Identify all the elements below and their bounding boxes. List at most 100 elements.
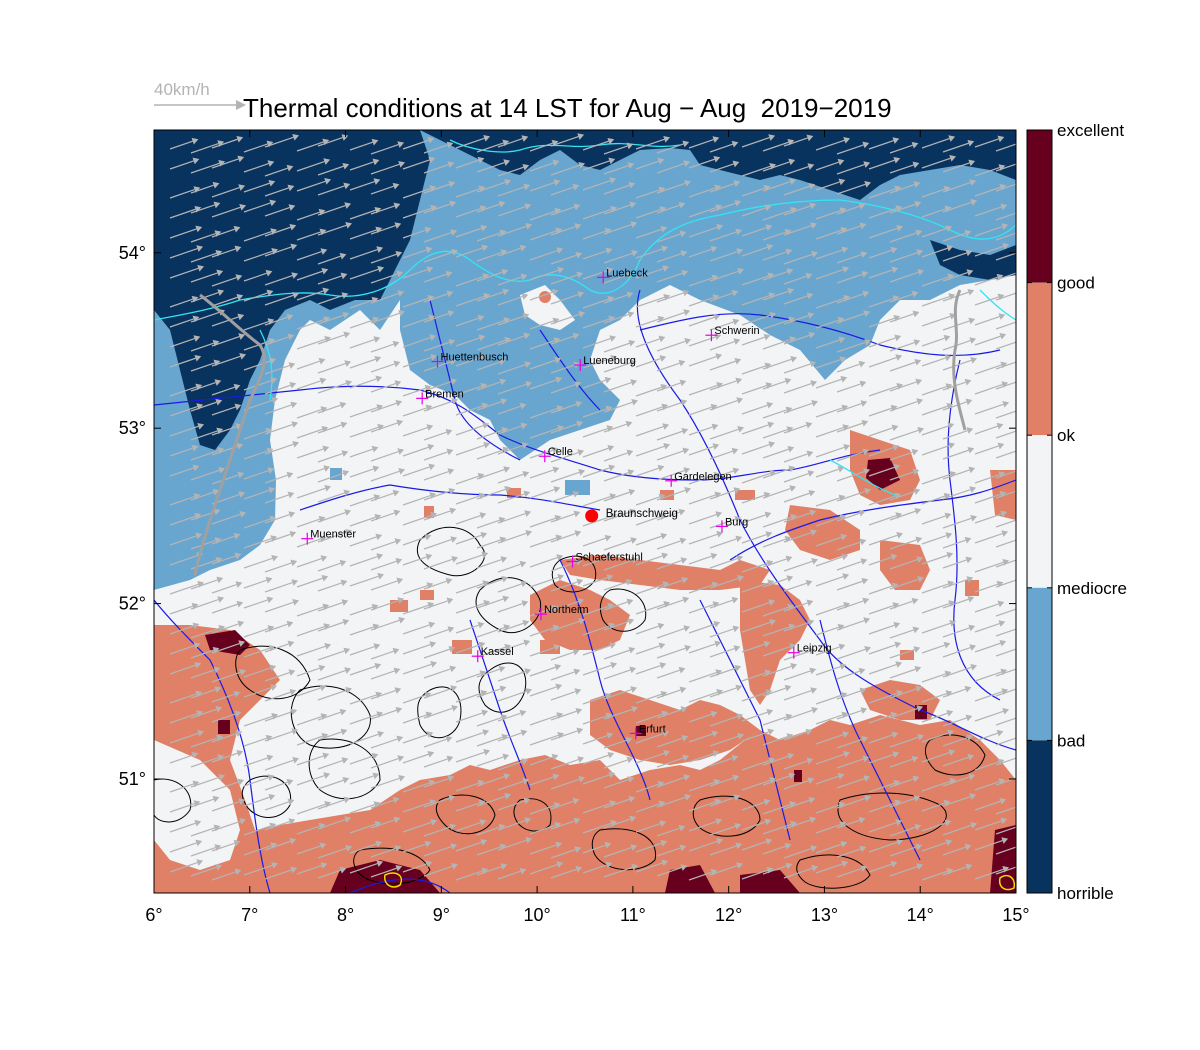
city-marker[interactable]: Burg [715,516,748,533]
wind-arrow-shaft [296,865,322,875]
wind-arrow-shaft [349,733,379,745]
wind-arrow-head [576,420,584,428]
city-marker[interactable]: Bremen [416,388,464,405]
wind-arrow-head [425,553,433,561]
wind-arrow-shaft [815,181,840,191]
wind-arrow-shaft [169,267,199,279]
y-tick-label: 54° [119,243,146,263]
wind-arrow-head [731,289,739,297]
wind-arrow-head [629,201,637,209]
highlight-site[interactable]: Braunschweig [585,508,678,523]
wind-arrow-shaft [783,690,812,701]
city-marker[interactable]: Muenster [301,529,356,545]
wind-arrow-head [394,687,402,694]
wind-arrow-shaft [741,444,770,455]
wind-arrow-shaft [264,336,289,346]
wind-arrow-shaft [815,446,845,458]
wind-arrow-shaft [974,710,1004,722]
wind-arrow-shaft [476,717,502,727]
city-marker[interactable]: Schwerin [705,325,760,342]
wind-arrow-head [610,661,618,669]
wind-arrow-shaft [656,489,686,501]
wind-arrow-shaft [741,801,765,811]
wind-arrow-head [237,620,245,628]
wind-arrow-shaft [423,490,450,501]
city-marker[interactable]: Celle [538,446,573,463]
wind-arrow-shaft [582,515,612,527]
city-marker[interactable]: Gardelegen [665,471,732,487]
wind-arrow-shaft [762,538,786,548]
wind-arrow-shaft [243,231,272,242]
wind-arrow-shaft [423,164,449,174]
wind-arrow-shaft [921,247,948,258]
wind-arrow-head [343,182,351,190]
good-region-east [880,540,930,590]
wind-arrow-shaft [211,296,238,307]
wind-arrow-shaft [709,341,735,351]
wind-arrow-head [912,310,920,318]
wind-arrow-head [916,249,924,256]
wind-arrow-shaft [169,803,195,813]
wind-arrow-head [736,713,744,720]
wind-arrow-head [684,486,692,494]
wind-arrow-shaft [211,752,238,763]
wind-arrow-shaft [995,232,1016,241]
wind-arrow-shaft [243,470,269,480]
wind-arrow-head [607,137,615,145]
wind-arrow-shaft [243,557,273,569]
wind-arrow-head [520,422,528,430]
wind-arrow-head [447,626,455,633]
wind-arrow-shaft [402,802,431,813]
wind-arrow-shaft [815,604,845,616]
wind-arrow-shaft [190,579,218,590]
wind-arrow-head [394,538,402,545]
colorbar-frame [1026,129,1053,894]
wind-arrow-shaft [815,139,845,151]
city-marker[interactable]: Kassel [471,646,514,663]
wind-arrow-shaft [455,534,482,545]
wind-arrow-shaft [815,694,842,705]
city-marker[interactable]: Leipzig [787,643,832,659]
wind-arrow-shaft [550,581,578,592]
wind-arrow-head [345,528,353,536]
wind-arrow-shaft [603,252,633,264]
wind-arrow-head [238,798,246,805]
wind-arrow-shaft [815,319,839,329]
city-marker[interactable]: Erfurt [629,723,666,740]
wind-arrow-head [966,576,974,583]
wind-arrow-shaft [243,757,268,767]
wind-arrow-shaft [370,363,395,373]
wind-arrow-head [715,511,723,518]
wind-arrow-head [807,312,815,319]
wind-arrow-head [575,707,583,715]
wind-arrow-head [608,157,616,165]
wind-arrow-shaft [836,561,862,571]
city-marker[interactable]: Lueneburg [574,355,636,372]
city-marker[interactable]: Huettenbusch [431,352,509,368]
wind-arrow-shaft [370,867,397,878]
wind-arrow-head [217,289,225,296]
wind-arrow-shaft [868,159,895,170]
city-marker[interactable]: Luebeck [597,267,648,284]
wind-arrow-shaft [709,428,739,440]
wind-arrow-shaft [656,867,682,877]
wind-arrow-shaft [190,401,217,412]
wind-arrow-shaft [550,226,576,236]
wind-arrow-head [913,181,921,188]
wind-arrow-shaft [190,669,215,679]
wind-arrow-shaft [476,539,501,549]
wind-arrow-head [340,272,348,280]
wind-arrow-head [661,245,669,253]
wind-arrow-shaft [635,160,659,170]
wind-arrow-head [609,177,617,184]
city-marker[interactable]: Schaeferstuhl [566,551,643,568]
wind-arrow-head [712,136,720,143]
wind-arrow-shaft [349,626,374,636]
wind-arrow-shaft [190,430,218,441]
wind-arrow-shaft [762,755,789,766]
braunschweig-dot[interactable] [585,509,599,523]
city-marker[interactable]: Northeim [534,604,589,621]
wind-arrow-head [969,179,977,186]
wind-arrow-head [965,249,973,257]
wind-arrow-shaft [656,292,684,303]
